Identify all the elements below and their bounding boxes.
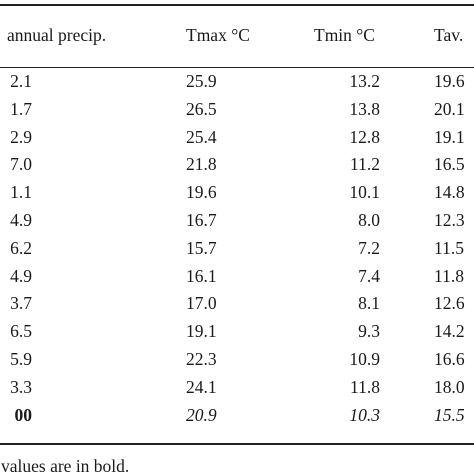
table-footnote: values are in bold. bbox=[1, 456, 130, 474]
row-7-tmin-cell: 7.2 bbox=[358, 237, 380, 258]
summary-tav-cell: 15.5 bbox=[434, 404, 465, 425]
row-4-tmax-cell: 21.8 bbox=[186, 154, 217, 175]
row-10-precip-cell: 6.5 bbox=[10, 321, 32, 342]
header-tmin: Tmin °C bbox=[314, 25, 375, 45]
row-1-tmax-cell: 25.9 bbox=[186, 71, 217, 91]
row-5-tmin-cell: 10.1 bbox=[349, 182, 380, 203]
row-5-tav-cell: 14.8 bbox=[434, 182, 465, 203]
table-top-rule bbox=[0, 4, 474, 6]
summary-precip-cell: 00 bbox=[14, 404, 33, 425]
row-6-precip-cell: 4.9 bbox=[10, 210, 32, 230]
row-7-tav-cell: 11.5 bbox=[434, 237, 464, 258]
row-3-tav-cell: 19.1 bbox=[434, 126, 465, 147]
table-bottom-rule bbox=[0, 443, 474, 445]
row-3-tmin-cell: 12.8 bbox=[349, 126, 380, 147]
row-12-precip-cell: 3.3 bbox=[10, 376, 32, 397]
summary-tmin-cell: 10.3 bbox=[349, 404, 380, 425]
row-11-precip-cell: 5.9 bbox=[10, 349, 32, 369]
row-10-tmin-cell: 9.3 bbox=[358, 321, 380, 342]
row-11-tmax-cell: 22.3 bbox=[186, 349, 217, 369]
row-6-tmax-cell: 16.7 bbox=[186, 210, 217, 230]
summary-tmax-cell: 20.9 bbox=[186, 404, 217, 425]
row-3-tmax-cell: 25.4 bbox=[186, 126, 217, 147]
row-7-precip-cell: 6.2 bbox=[10, 237, 32, 258]
row-9-tmax-cell: 17.0 bbox=[186, 293, 217, 314]
header-annual-precip: annual precip. bbox=[7, 25, 107, 45]
row-8-tmax-cell: 16.1 bbox=[186, 265, 217, 286]
row-8-precip-cell: 4.9 bbox=[10, 265, 32, 286]
row-11-tmin-cell: 10.9 bbox=[349, 349, 380, 369]
row-6-tav-cell: 12.3 bbox=[434, 210, 465, 230]
row-2-tmin-cell: 13.8 bbox=[349, 98, 380, 119]
row-11-tav-cell: 16.6 bbox=[434, 349, 465, 369]
header-tav: Tav. bbox=[434, 25, 464, 45]
row-2-tmax-cell: 26.5 bbox=[186, 98, 217, 119]
table-header-rule bbox=[0, 67, 474, 68]
row-2-precip-cell: 1.7 bbox=[10, 98, 32, 119]
row-10-tmax-cell: 19.1 bbox=[186, 321, 217, 342]
row-8-tav-cell: 11.8 bbox=[434, 265, 464, 286]
row-3-precip-cell: 2.9 bbox=[10, 126, 32, 147]
row-5-tmax-cell: 19.6 bbox=[186, 182, 217, 203]
row-6-tmin-cell: 8.0 bbox=[358, 210, 380, 230]
row-1-tmin-cell: 13.2 bbox=[349, 71, 380, 91]
row-2-tav-cell: 20.1 bbox=[434, 98, 465, 119]
row-4-precip-cell: 7.0 bbox=[10, 154, 32, 175]
row-7-tmax-cell: 15.7 bbox=[186, 237, 217, 258]
row-4-tmin-cell: 11.2 bbox=[350, 154, 380, 175]
row-8-tmin-cell: 7.4 bbox=[358, 265, 380, 286]
row-9-precip-cell: 3.7 bbox=[10, 293, 32, 314]
row-4-tav-cell: 16.5 bbox=[434, 154, 465, 175]
row-1-precip-cell: 2.1 bbox=[10, 71, 32, 91]
header-tmax: Tmax °C bbox=[186, 25, 250, 45]
row-9-tav-cell: 12.6 bbox=[434, 293, 465, 314]
row-10-tav-cell: 14.2 bbox=[434, 321, 465, 342]
row-9-tmin-cell: 8.1 bbox=[358, 293, 380, 314]
row-12-tmin-cell: 11.8 bbox=[350, 376, 380, 397]
row-12-tmax-cell: 24.1 bbox=[186, 376, 217, 397]
row-1-tav-cell: 19.6 bbox=[434, 71, 465, 91]
row-5-precip-cell: 1.1 bbox=[10, 182, 32, 203]
row-12-tav-cell: 18.0 bbox=[434, 376, 465, 397]
